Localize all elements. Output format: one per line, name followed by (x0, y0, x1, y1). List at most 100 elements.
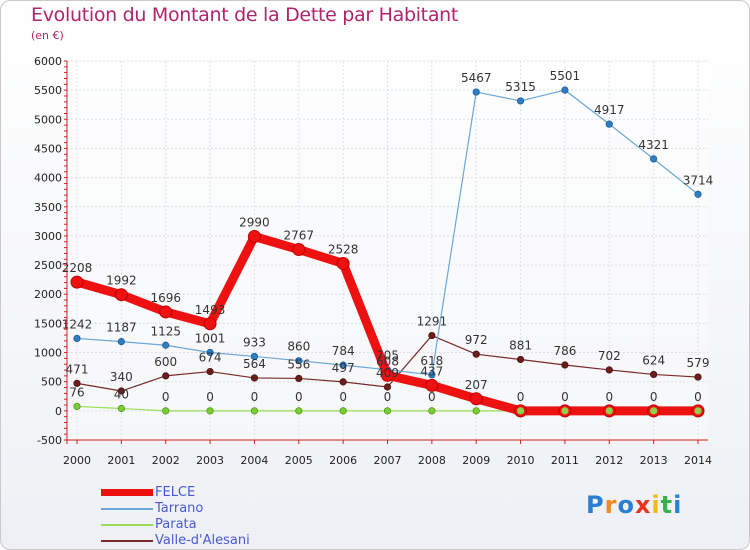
data-label-tarrano: 1001 (195, 331, 226, 345)
x-tick-label: 2001 (107, 454, 135, 467)
data-point-valle-d-alesani (472, 350, 480, 358)
data-label-tarrano: 5315 (505, 80, 536, 94)
data-label-valle-d-alesani: 579 (687, 356, 710, 370)
y-tick-label: 1500 (34, 317, 62, 330)
data-point-inner-felce (516, 407, 525, 415)
data-label-felce: 0 (605, 390, 613, 404)
data-point-tarrano (73, 334, 81, 343)
data-point-tarrano (605, 120, 613, 128)
data-label-felce: 1696 (150, 291, 181, 305)
y-tick-label: 0 (55, 405, 62, 418)
x-tick-label: 2014 (684, 454, 712, 467)
data-point-tarrano (206, 348, 214, 357)
data-point-inner-felce (650, 407, 658, 415)
x-tick-label: 2002 (152, 454, 180, 467)
data-label-tarrano: 5501 (550, 69, 581, 83)
y-tick-label: 6000 (34, 55, 62, 68)
data-point-felce (469, 392, 483, 406)
x-tick-label: 2010 (507, 454, 535, 467)
data-label-valle-d-alesani: 702 (598, 349, 621, 363)
data-point-felce (114, 288, 128, 302)
data-label-valle-d-alesani: 786 (553, 344, 576, 358)
data-label-felce: 0 (694, 390, 702, 404)
data-point-tarrano (162, 341, 170, 349)
data-point-felce (381, 368, 394, 382)
y-tick-label: 2500 (34, 259, 62, 272)
data-label-parata: 40 (114, 388, 129, 402)
data-label-valle-d-alesani: 600 (154, 355, 177, 369)
data-point-tarrano (339, 361, 347, 369)
data-label-tarrano: 1125 (150, 324, 181, 338)
data-point-parata (383, 407, 392, 415)
data-point-valle-d-alesani (650, 370, 658, 379)
data-label-valle-d-alesani: 972 (465, 333, 488, 347)
data-point-felce (203, 317, 217, 331)
x-tick-label: 2003 (196, 454, 224, 467)
data-label-valle-d-alesani: 624 (642, 353, 665, 367)
data-label-tarrano: 4917 (594, 103, 625, 117)
data-label-parata: 0 (206, 390, 214, 404)
data-point-valle-d-alesani (295, 374, 303, 383)
data-point-felce (292, 243, 306, 257)
data-label-felce: 2208 (62, 261, 93, 275)
data-point-tarrano (516, 97, 525, 105)
chart-subtitle: (en €) (31, 29, 64, 42)
x-tick-label: 2000 (63, 454, 91, 467)
data-point-valle-d-alesani (117, 387, 125, 395)
data-label-tarrano: 3714 (683, 173, 714, 187)
data-label-valle-d-alesani: 471 (66, 362, 89, 376)
data-label-parata: 0 (428, 390, 436, 404)
data-label-felce: 2528 (328, 242, 359, 256)
proxiti-logo: Proxiti (586, 491, 683, 519)
data-point-tarrano (117, 338, 125, 346)
data-label-valle-d-alesani: 340 (110, 370, 133, 384)
data-point-valle-d-alesani (339, 378, 347, 386)
chart-title: Evolution du Montant de la Dette par Hab… (31, 4, 459, 26)
x-tick-label: 2007 (374, 454, 402, 467)
legend-swatch-valle-dalesani (101, 540, 153, 542)
data-point-felce (247, 230, 261, 244)
data-label-tarrano: 705 (376, 349, 399, 363)
y-tick-label: 5500 (34, 84, 62, 97)
data-point-valle-d-alesani (162, 372, 170, 380)
data-point-parata (73, 402, 81, 411)
x-tick-label: 2012 (595, 454, 623, 467)
data-label-valle-d-alesani: 556 (287, 357, 310, 371)
legend-label-tarrano: Tarrano (155, 501, 204, 516)
data-point-parata (206, 407, 214, 415)
legend-label-valle-dalesani: Valle-d'Alesani (155, 533, 250, 548)
data-label-valle-d-alesani: 674 (199, 351, 222, 365)
data-label-felce: 2767 (284, 229, 315, 243)
data-label-tarrano: 5467 (461, 71, 492, 85)
data-point-tarrano (561, 86, 569, 94)
data-point-valle-d-alesani (605, 366, 613, 374)
x-tick-label: 2013 (640, 454, 668, 467)
data-point-inner-felce (694, 407, 702, 415)
legend-swatch-tarrano (101, 508, 153, 510)
y-tick-label: 4000 (34, 172, 62, 185)
data-label-tarrano: 1242 (62, 317, 93, 331)
data-label-tarrano: 618 (420, 354, 443, 368)
data-point-parata (250, 407, 259, 415)
y-tick-label: 2000 (34, 288, 62, 301)
data-point-valle-d-alesani (73, 379, 81, 387)
data-point-valle-d-alesani (383, 383, 392, 391)
legend-swatch-parata (101, 524, 153, 526)
data-label-parata: 0 (251, 390, 259, 404)
legend-label-parata: Parata (155, 517, 197, 532)
data-label-parata: 0 (384, 390, 392, 404)
data-label-felce: 437 (420, 364, 443, 378)
y-tick-label: 500 (41, 376, 62, 389)
data-point-parata (117, 404, 125, 413)
x-tick-label: 2005 (285, 454, 313, 467)
data-label-tarrano: 1187 (106, 321, 137, 335)
data-label-felce: 207 (465, 378, 488, 392)
data-point-tarrano (295, 357, 303, 365)
data-point-tarrano (694, 190, 702, 198)
data-point-parata (472, 407, 480, 415)
data-label-tarrano: 860 (287, 340, 310, 354)
data-label-felce: 0 (561, 390, 569, 404)
data-point-valle-d-alesani (206, 367, 214, 376)
data-point-valle-d-alesani (561, 361, 569, 369)
